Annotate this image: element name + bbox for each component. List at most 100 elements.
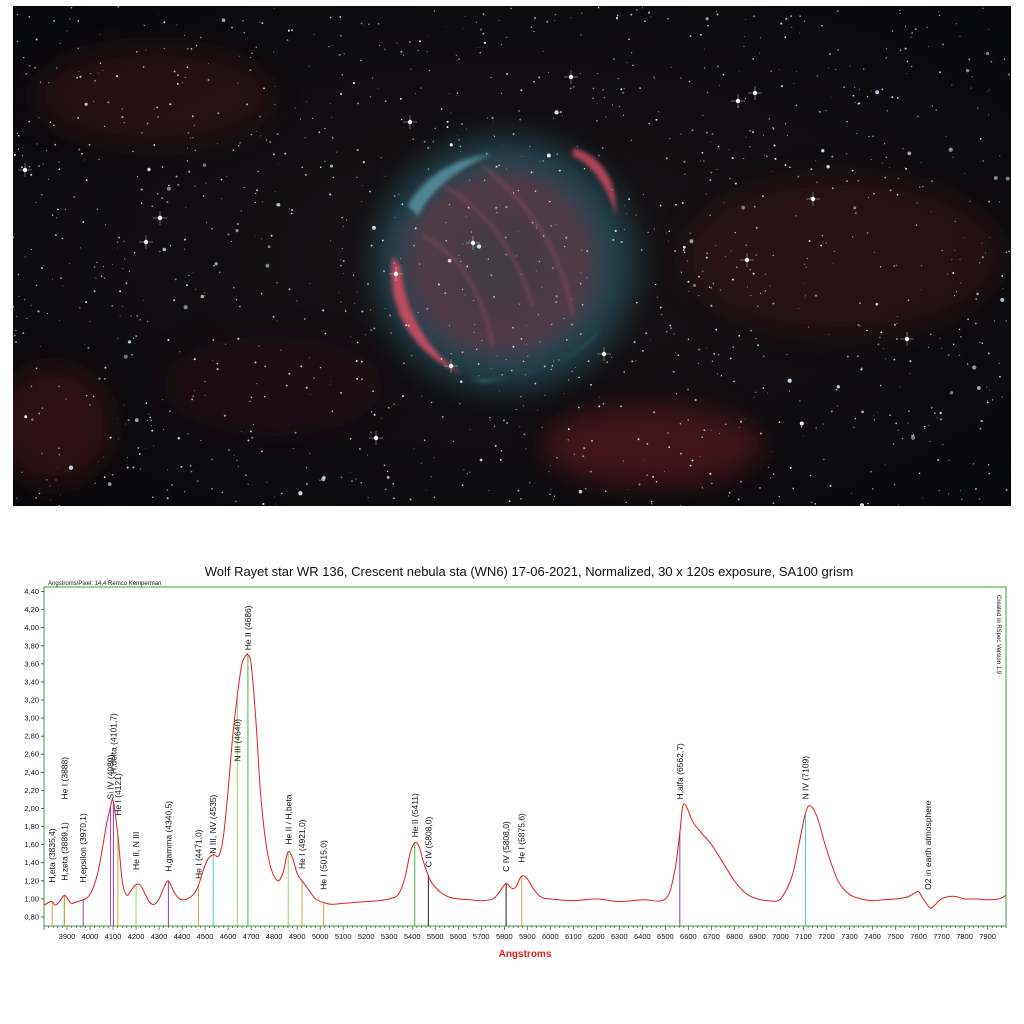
star (659, 204, 662, 207)
star (653, 411, 656, 414)
star (657, 111, 660, 113)
star (757, 305, 759, 307)
star (258, 21, 260, 23)
star (78, 148, 81, 151)
star-spike (748, 86, 762, 100)
star (653, 228, 655, 230)
star (530, 171, 533, 174)
star (336, 151, 338, 153)
star (386, 475, 390, 479)
star (787, 378, 792, 383)
star (750, 329, 753, 332)
star (432, 141, 434, 143)
star (603, 97, 605, 99)
star (622, 91, 625, 94)
star (883, 143, 886, 145)
x-tick-label: 7900 (979, 932, 996, 941)
star (646, 443, 649, 445)
star (911, 32, 913, 34)
star (413, 245, 415, 247)
star (466, 128, 467, 130)
star (277, 162, 279, 164)
star (373, 327, 376, 330)
star (738, 70, 740, 72)
star (529, 482, 531, 484)
star (717, 145, 720, 148)
star (579, 333, 582, 335)
star (723, 202, 725, 204)
star (153, 144, 156, 146)
star (344, 309, 346, 311)
star (354, 302, 355, 304)
star (581, 12, 583, 14)
star (449, 143, 453, 147)
star (381, 239, 384, 242)
star (988, 472, 990, 475)
star (452, 440, 455, 442)
star (309, 282, 311, 284)
star (261, 22, 264, 25)
star (988, 29, 990, 30)
star (372, 225, 376, 230)
star (740, 480, 742, 483)
star (881, 162, 883, 164)
star (772, 126, 774, 129)
star (450, 112, 452, 114)
star (319, 166, 322, 169)
star (305, 386, 308, 389)
star (620, 241, 623, 243)
star (87, 346, 90, 349)
star (111, 473, 114, 476)
star (715, 245, 717, 247)
star (554, 20, 556, 22)
star (732, 346, 734, 348)
star (259, 115, 261, 118)
star (879, 336, 881, 339)
star (39, 81, 42, 83)
star (942, 43, 944, 46)
star (216, 362, 219, 365)
star (930, 333, 932, 335)
star (556, 153, 558, 155)
star (340, 259, 342, 261)
star (974, 322, 977, 325)
star (146, 320, 149, 323)
star (612, 104, 613, 106)
star (419, 263, 421, 265)
star (476, 244, 482, 249)
star (41, 453, 43, 455)
y-tick-label: 3,00 (24, 714, 39, 723)
star (689, 464, 692, 467)
star (679, 423, 681, 425)
star (273, 8, 275, 10)
star (48, 82, 50, 84)
x-tick-label: 4700 (243, 932, 260, 941)
star (463, 469, 465, 471)
star (491, 116, 494, 119)
star (254, 361, 257, 364)
star (584, 457, 585, 459)
star (759, 37, 762, 39)
star (729, 177, 731, 180)
star (851, 492, 852, 494)
star (361, 360, 363, 363)
star (153, 445, 155, 447)
star (669, 137, 671, 140)
star (137, 446, 140, 450)
star (709, 214, 712, 217)
star (59, 42, 61, 44)
y-tick-label: 1,80 (24, 822, 39, 831)
star (729, 357, 732, 360)
chart-title: Wolf Rayet star WR 136, Crescent nebula … (205, 564, 854, 579)
star (393, 262, 395, 264)
star (103, 456, 105, 458)
star (140, 202, 143, 204)
star (938, 14, 941, 17)
star (207, 78, 210, 82)
star-spike (564, 70, 578, 84)
star (827, 67, 829, 69)
star (960, 490, 962, 492)
star (79, 75, 82, 78)
star (148, 413, 150, 415)
star (341, 248, 343, 250)
